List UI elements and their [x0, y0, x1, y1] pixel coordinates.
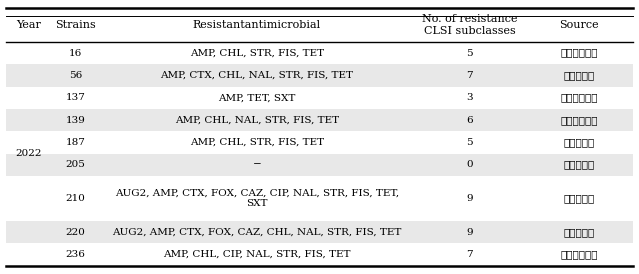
Bar: [6, 154, 633, 176]
Text: −: −: [252, 161, 261, 170]
Text: 닭고기수입: 닭고기수입: [564, 71, 595, 80]
Text: 5: 5: [466, 48, 473, 58]
Text: 돼지고기수입: 돼지고기수입: [560, 48, 598, 58]
Text: 닭고기수입: 닭고기수입: [564, 194, 595, 203]
Text: 236: 236: [65, 250, 85, 259]
Text: AUG2, AMP, CTX, FOX, CAZ, CHL, NAL, STR, FIS, TET: AUG2, AMP, CTX, FOX, CAZ, CHL, NAL, STR,…: [112, 228, 401, 237]
Bar: [6, 109, 633, 132]
Text: No. of resistance
CLSI subclasses: No. of resistance CLSI subclasses: [422, 14, 518, 36]
Text: 6: 6: [466, 116, 473, 125]
Text: 137: 137: [65, 93, 85, 102]
Text: 16: 16: [68, 48, 82, 58]
Text: AUG2, AMP, CTX, FOX, CAZ, CIP, NAL, STR, FIS, TET,
SXT: AUG2, AMP, CTX, FOX, CAZ, CIP, NAL, STR,…: [115, 189, 399, 208]
Text: 닭고기수입: 닭고기수입: [564, 228, 595, 237]
Text: 9: 9: [466, 228, 473, 237]
Text: 56: 56: [68, 71, 82, 80]
Text: 5: 5: [466, 138, 473, 147]
Text: 205: 205: [65, 161, 85, 170]
Text: 닭고기수입: 닭고기수입: [564, 161, 595, 170]
Text: AMP, CHL, STR, FIS, TET: AMP, CHL, STR, FIS, TET: [190, 138, 324, 147]
Text: Source: Source: [560, 20, 599, 30]
Text: 139: 139: [65, 116, 85, 125]
Text: AMP, TET, SXT: AMP, TET, SXT: [218, 93, 296, 102]
Text: 187: 187: [65, 138, 85, 147]
Text: 220: 220: [65, 228, 85, 237]
Text: 210: 210: [65, 194, 85, 203]
Text: Resistantantimicrobial: Resistantantimicrobial: [193, 20, 321, 30]
Text: 7: 7: [466, 71, 473, 80]
Text: Strains: Strains: [55, 20, 96, 30]
Text: 2022: 2022: [15, 149, 42, 158]
Text: 9: 9: [466, 194, 473, 203]
Text: 3: 3: [466, 93, 473, 102]
Text: Year: Year: [16, 20, 41, 30]
Text: 닭고기수입: 닭고기수입: [564, 138, 595, 147]
Text: AMP, CHL, NAL, STR, FIS, TET: AMP, CHL, NAL, STR, FIS, TET: [175, 116, 339, 125]
Text: 돼지고기수입: 돼지고기수입: [560, 116, 598, 125]
Text: 0: 0: [466, 161, 473, 170]
Text: AMP, CHL, STR, FIS, TET: AMP, CHL, STR, FIS, TET: [190, 48, 324, 58]
Text: AMP, CTX, CHL, NAL, STR, FIS, TET: AMP, CTX, CHL, NAL, STR, FIS, TET: [160, 71, 353, 80]
Text: AMP, CHL, CIP, NAL, STR, FIS, TET: AMP, CHL, CIP, NAL, STR, FIS, TET: [163, 250, 351, 259]
Bar: [6, 221, 633, 243]
Text: 돼지고기수입: 돼지고기수입: [560, 93, 598, 102]
Text: 돼지고기수입: 돼지고기수입: [560, 250, 598, 259]
Text: 7: 7: [466, 250, 473, 259]
Bar: [6, 64, 633, 87]
